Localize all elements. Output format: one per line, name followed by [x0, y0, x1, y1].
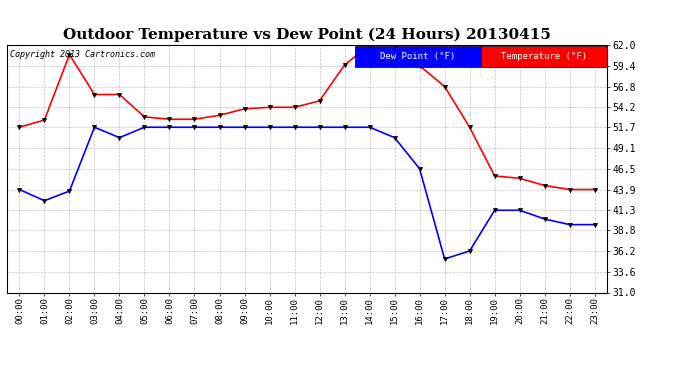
Text: Temperature (°F): Temperature (°F) — [501, 52, 587, 61]
FancyBboxPatch shape — [355, 46, 481, 67]
FancyBboxPatch shape — [481, 46, 607, 67]
Text: Dew Point (°F): Dew Point (°F) — [380, 52, 455, 61]
Title: Outdoor Temperature vs Dew Point (24 Hours) 20130415: Outdoor Temperature vs Dew Point (24 Hou… — [63, 28, 551, 42]
Text: Copyright 2013 Cartronics.com: Copyright 2013 Cartronics.com — [10, 50, 155, 59]
